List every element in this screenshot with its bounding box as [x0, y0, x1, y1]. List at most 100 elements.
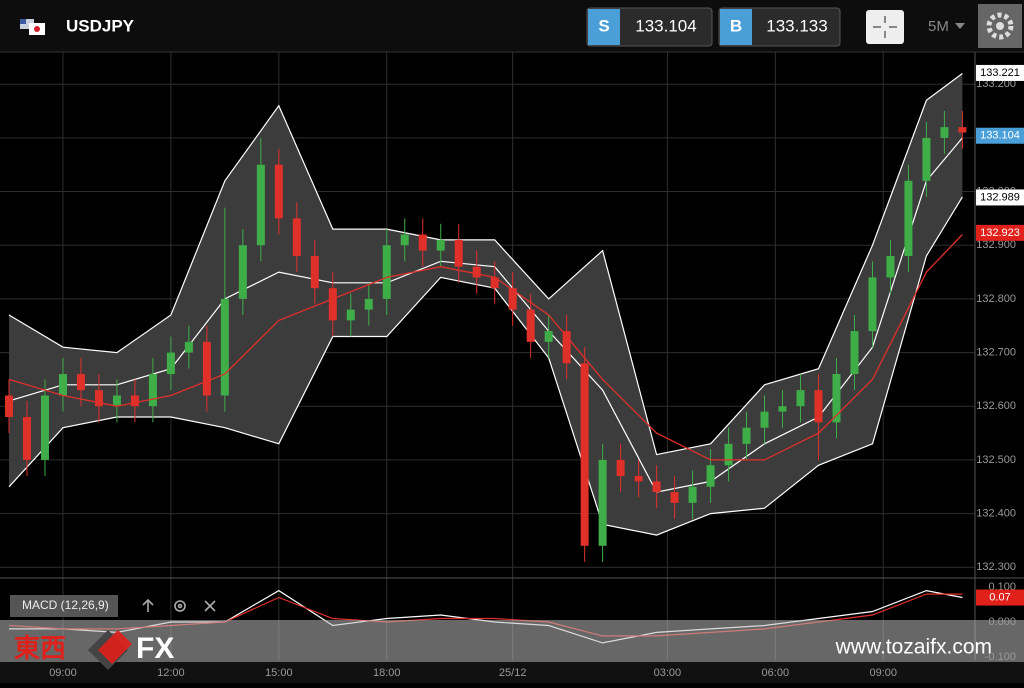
- candle-body: [22, 416, 31, 460]
- macd-title: MACD (12,26,9): [22, 598, 109, 612]
- candle-body: [904, 180, 913, 256]
- watermark-url: www.tozaifx.com: [835, 636, 992, 659]
- y-tick-label: -0.100: [985, 651, 1016, 663]
- buy-price: 133.133: [766, 16, 827, 35]
- candle-body: [940, 127, 949, 138]
- candle-body: [742, 427, 751, 444]
- candle-body: [706, 465, 715, 487]
- flag-icon: [20, 19, 45, 35]
- candle-body: [688, 486, 697, 503]
- x-tick-label: 09:00: [49, 667, 77, 679]
- candle-body: [184, 341, 193, 353]
- candle-body: [796, 390, 805, 407]
- candle-body: [598, 459, 607, 546]
- band-area: [9, 73, 963, 536]
- watermark-fx: FX: [136, 632, 174, 665]
- candle-body: [670, 492, 679, 503]
- plot-layer: [0, 52, 1024, 660]
- price-tag: [976, 64, 1024, 81]
- candle-body: [634, 476, 643, 482]
- price-tag: [976, 589, 1024, 606]
- candle-body: [922, 137, 931, 181]
- candle-body: [436, 239, 445, 251]
- candle-body: [292, 218, 301, 256]
- candle-body: [652, 481, 661, 493]
- candle-body: [490, 277, 499, 289]
- timeframe-caret: [955, 23, 965, 29]
- candle-body: [112, 395, 121, 407]
- price-tag-label: 0.07: [989, 591, 1010, 603]
- candle-body: [256, 164, 265, 246]
- candle-body: [832, 374, 841, 423]
- price-tag-label: 132.923: [980, 227, 1020, 239]
- price-tag-label: 133.104: [980, 130, 1020, 142]
- macd-tools[interactable]: [142, 598, 216, 612]
- candle-body: [850, 331, 859, 375]
- crosshair-button[interactable]: [866, 10, 904, 44]
- candle-body: [958, 127, 967, 133]
- candle-body: [346, 309, 355, 321]
- candle-body: [868, 277, 877, 332]
- buy-badge: [720, 9, 752, 45]
- watermark-logo-accent: [98, 630, 132, 664]
- candle-body: [562, 331, 571, 364]
- sell-label: S: [598, 16, 609, 35]
- candle-body: [328, 288, 337, 321]
- x-tick-label: 25/12: [499, 667, 527, 679]
- candle-body: [310, 255, 319, 289]
- candle-body: [382, 245, 391, 299]
- candle-body: [202, 341, 211, 396]
- x-tick-label: 06:00: [762, 667, 790, 679]
- candle-body: [238, 245, 247, 299]
- x-tick-label: 12:00: [157, 667, 185, 679]
- watermark-brand: 東西: [14, 633, 66, 663]
- candle-body: [130, 395, 139, 407]
- x-tick-label: 18:00: [373, 667, 401, 679]
- x-tick-label: 09:00: [869, 667, 897, 679]
- band-upper: [8, 73, 963, 456]
- settings-button[interactable]: [978, 4, 1022, 48]
- candle-body: [418, 234, 427, 251]
- buy-label: B: [730, 16, 742, 35]
- sell-price: 133.104: [635, 16, 696, 35]
- y-tick-label: 132.300: [976, 561, 1016, 573]
- candle-body: [814, 390, 823, 423]
- price-tag: [976, 189, 1024, 206]
- candle-body: [364, 298, 373, 310]
- candle-body: [274, 164, 283, 219]
- y-tick-label: 133.200: [976, 78, 1016, 90]
- y-tick-label: 132.400: [976, 507, 1016, 519]
- price-tag: [976, 224, 1024, 241]
- candle-body: [616, 459, 625, 477]
- y-tick-label: 132.700: [976, 346, 1016, 358]
- candle-body: [148, 374, 157, 407]
- y-tick-label: 132.600: [976, 400, 1016, 412]
- candle-body: [778, 406, 787, 412]
- y-tick-label: 132.800: [976, 293, 1016, 305]
- y-tick-label: 0.000: [988, 616, 1016, 628]
- candle-body: [58, 374, 67, 396]
- macd-label-box: [10, 595, 118, 617]
- candle-body: [76, 374, 85, 391]
- candle-body: [94, 390, 103, 407]
- candle-body: [886, 255, 895, 278]
- top-bar: [0, 0, 1024, 52]
- overlay-layer: 132.300 132.400 132.500 132.600 132.700 132.8…: [49, 64, 1024, 679]
- candle-body: [526, 309, 535, 342]
- moving-average: [8, 234, 963, 461]
- candle-body: [400, 234, 409, 246]
- y-tick-label: 132.900: [976, 239, 1016, 251]
- candle-body: [760, 411, 769, 428]
- price-tag-label: 132.989: [980, 191, 1020, 203]
- candle-body: [166, 352, 175, 375]
- symbol: USDJPY: [66, 16, 135, 35]
- x-tick-label: 15:00: [265, 667, 293, 679]
- x-tick-label: 03:00: [654, 667, 682, 679]
- candle-body: [40, 395, 49, 460]
- price-tag: [976, 127, 1024, 144]
- x-axis-strip: [0, 662, 1024, 683]
- timeframe[interactable]: 5M: [928, 18, 949, 35]
- y-tick-label: 132.500: [976, 454, 1016, 466]
